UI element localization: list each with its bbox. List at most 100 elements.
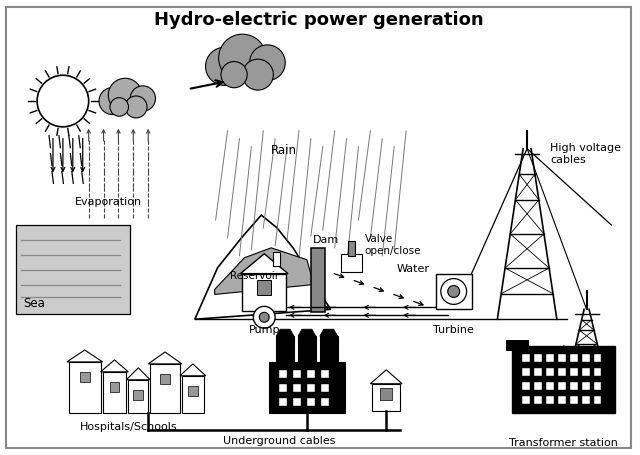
Bar <box>534 382 542 389</box>
Bar <box>321 398 329 405</box>
Bar <box>298 336 316 366</box>
Circle shape <box>448 286 460 298</box>
Bar <box>534 368 542 376</box>
Circle shape <box>259 312 269 322</box>
Polygon shape <box>126 368 150 380</box>
Text: Hospitals/Schools: Hospitals/Schools <box>79 422 177 432</box>
Text: Underground cables: Underground cables <box>223 436 335 446</box>
Bar <box>522 354 530 362</box>
Bar <box>269 362 344 414</box>
Bar <box>293 370 301 378</box>
Bar <box>307 384 315 392</box>
Bar <box>593 382 602 389</box>
Polygon shape <box>320 329 338 336</box>
Bar <box>293 398 301 405</box>
Bar <box>133 389 143 399</box>
Text: Rain: Rain <box>271 144 297 157</box>
Text: Pump: Pump <box>248 325 280 335</box>
Bar <box>311 248 324 312</box>
Text: Turbine: Turbine <box>433 325 474 335</box>
Polygon shape <box>276 329 294 336</box>
Bar <box>321 384 329 392</box>
Bar <box>582 368 589 376</box>
Polygon shape <box>214 248 314 294</box>
Circle shape <box>125 96 147 118</box>
Bar <box>570 382 578 389</box>
Bar <box>293 384 301 392</box>
Bar <box>321 370 329 378</box>
Bar <box>522 382 530 389</box>
Polygon shape <box>195 215 331 319</box>
Text: Hydro-electric power generation: Hydro-electric power generation <box>154 11 484 29</box>
Polygon shape <box>371 370 402 384</box>
Bar <box>570 354 578 362</box>
Bar <box>558 368 566 376</box>
Circle shape <box>130 86 156 111</box>
Circle shape <box>99 87 126 115</box>
Bar <box>307 370 315 378</box>
Bar <box>593 396 602 404</box>
Text: Transformer station: Transformer station <box>509 438 618 448</box>
Polygon shape <box>148 352 182 364</box>
Bar <box>380 388 392 399</box>
Polygon shape <box>298 329 316 336</box>
Text: Dam: Dam <box>313 235 339 245</box>
Circle shape <box>441 278 467 304</box>
Bar <box>279 370 287 378</box>
Bar <box>372 384 400 411</box>
Circle shape <box>110 98 129 116</box>
Bar <box>109 382 120 392</box>
Bar <box>582 382 589 389</box>
Bar <box>534 396 542 404</box>
Bar <box>150 364 180 414</box>
Bar <box>276 336 294 366</box>
Polygon shape <box>241 254 288 273</box>
Bar <box>546 354 554 362</box>
Bar <box>102 372 126 414</box>
Polygon shape <box>180 364 205 376</box>
Text: High voltage
cables: High voltage cables <box>550 143 621 165</box>
Bar <box>582 354 589 362</box>
Circle shape <box>219 34 266 82</box>
Bar <box>182 376 204 414</box>
Bar <box>582 396 589 404</box>
Polygon shape <box>100 360 129 372</box>
Bar <box>80 372 90 382</box>
Bar <box>512 346 616 414</box>
Bar <box>188 386 198 396</box>
Bar <box>506 340 528 350</box>
Bar <box>570 396 578 404</box>
Bar <box>16 225 131 314</box>
Bar <box>129 380 148 414</box>
Bar <box>436 273 472 309</box>
Bar <box>257 279 271 295</box>
Bar <box>546 382 554 389</box>
Circle shape <box>250 45 285 81</box>
Bar <box>522 396 530 404</box>
Bar <box>340 254 362 272</box>
Text: Valve
open/close: Valve open/close <box>364 234 421 256</box>
Bar <box>273 252 280 266</box>
Text: Water: Water <box>396 263 429 273</box>
Bar <box>546 368 554 376</box>
Bar <box>593 368 602 376</box>
Circle shape <box>37 75 89 127</box>
Text: Evaporation: Evaporation <box>75 197 142 207</box>
Bar <box>534 354 542 362</box>
Bar <box>570 368 578 376</box>
Bar <box>320 336 338 366</box>
Circle shape <box>108 78 142 112</box>
Bar <box>160 374 170 384</box>
Bar <box>593 354 602 362</box>
Bar <box>279 398 287 405</box>
Bar <box>558 396 566 404</box>
Bar <box>69 362 100 414</box>
Polygon shape <box>67 350 102 362</box>
Circle shape <box>253 306 275 328</box>
Bar <box>546 396 554 404</box>
Text: Sea: Sea <box>23 298 45 310</box>
Bar <box>307 398 315 405</box>
Text: Reservoir: Reservoir <box>230 271 279 281</box>
Bar <box>522 368 530 376</box>
Bar <box>558 382 566 389</box>
